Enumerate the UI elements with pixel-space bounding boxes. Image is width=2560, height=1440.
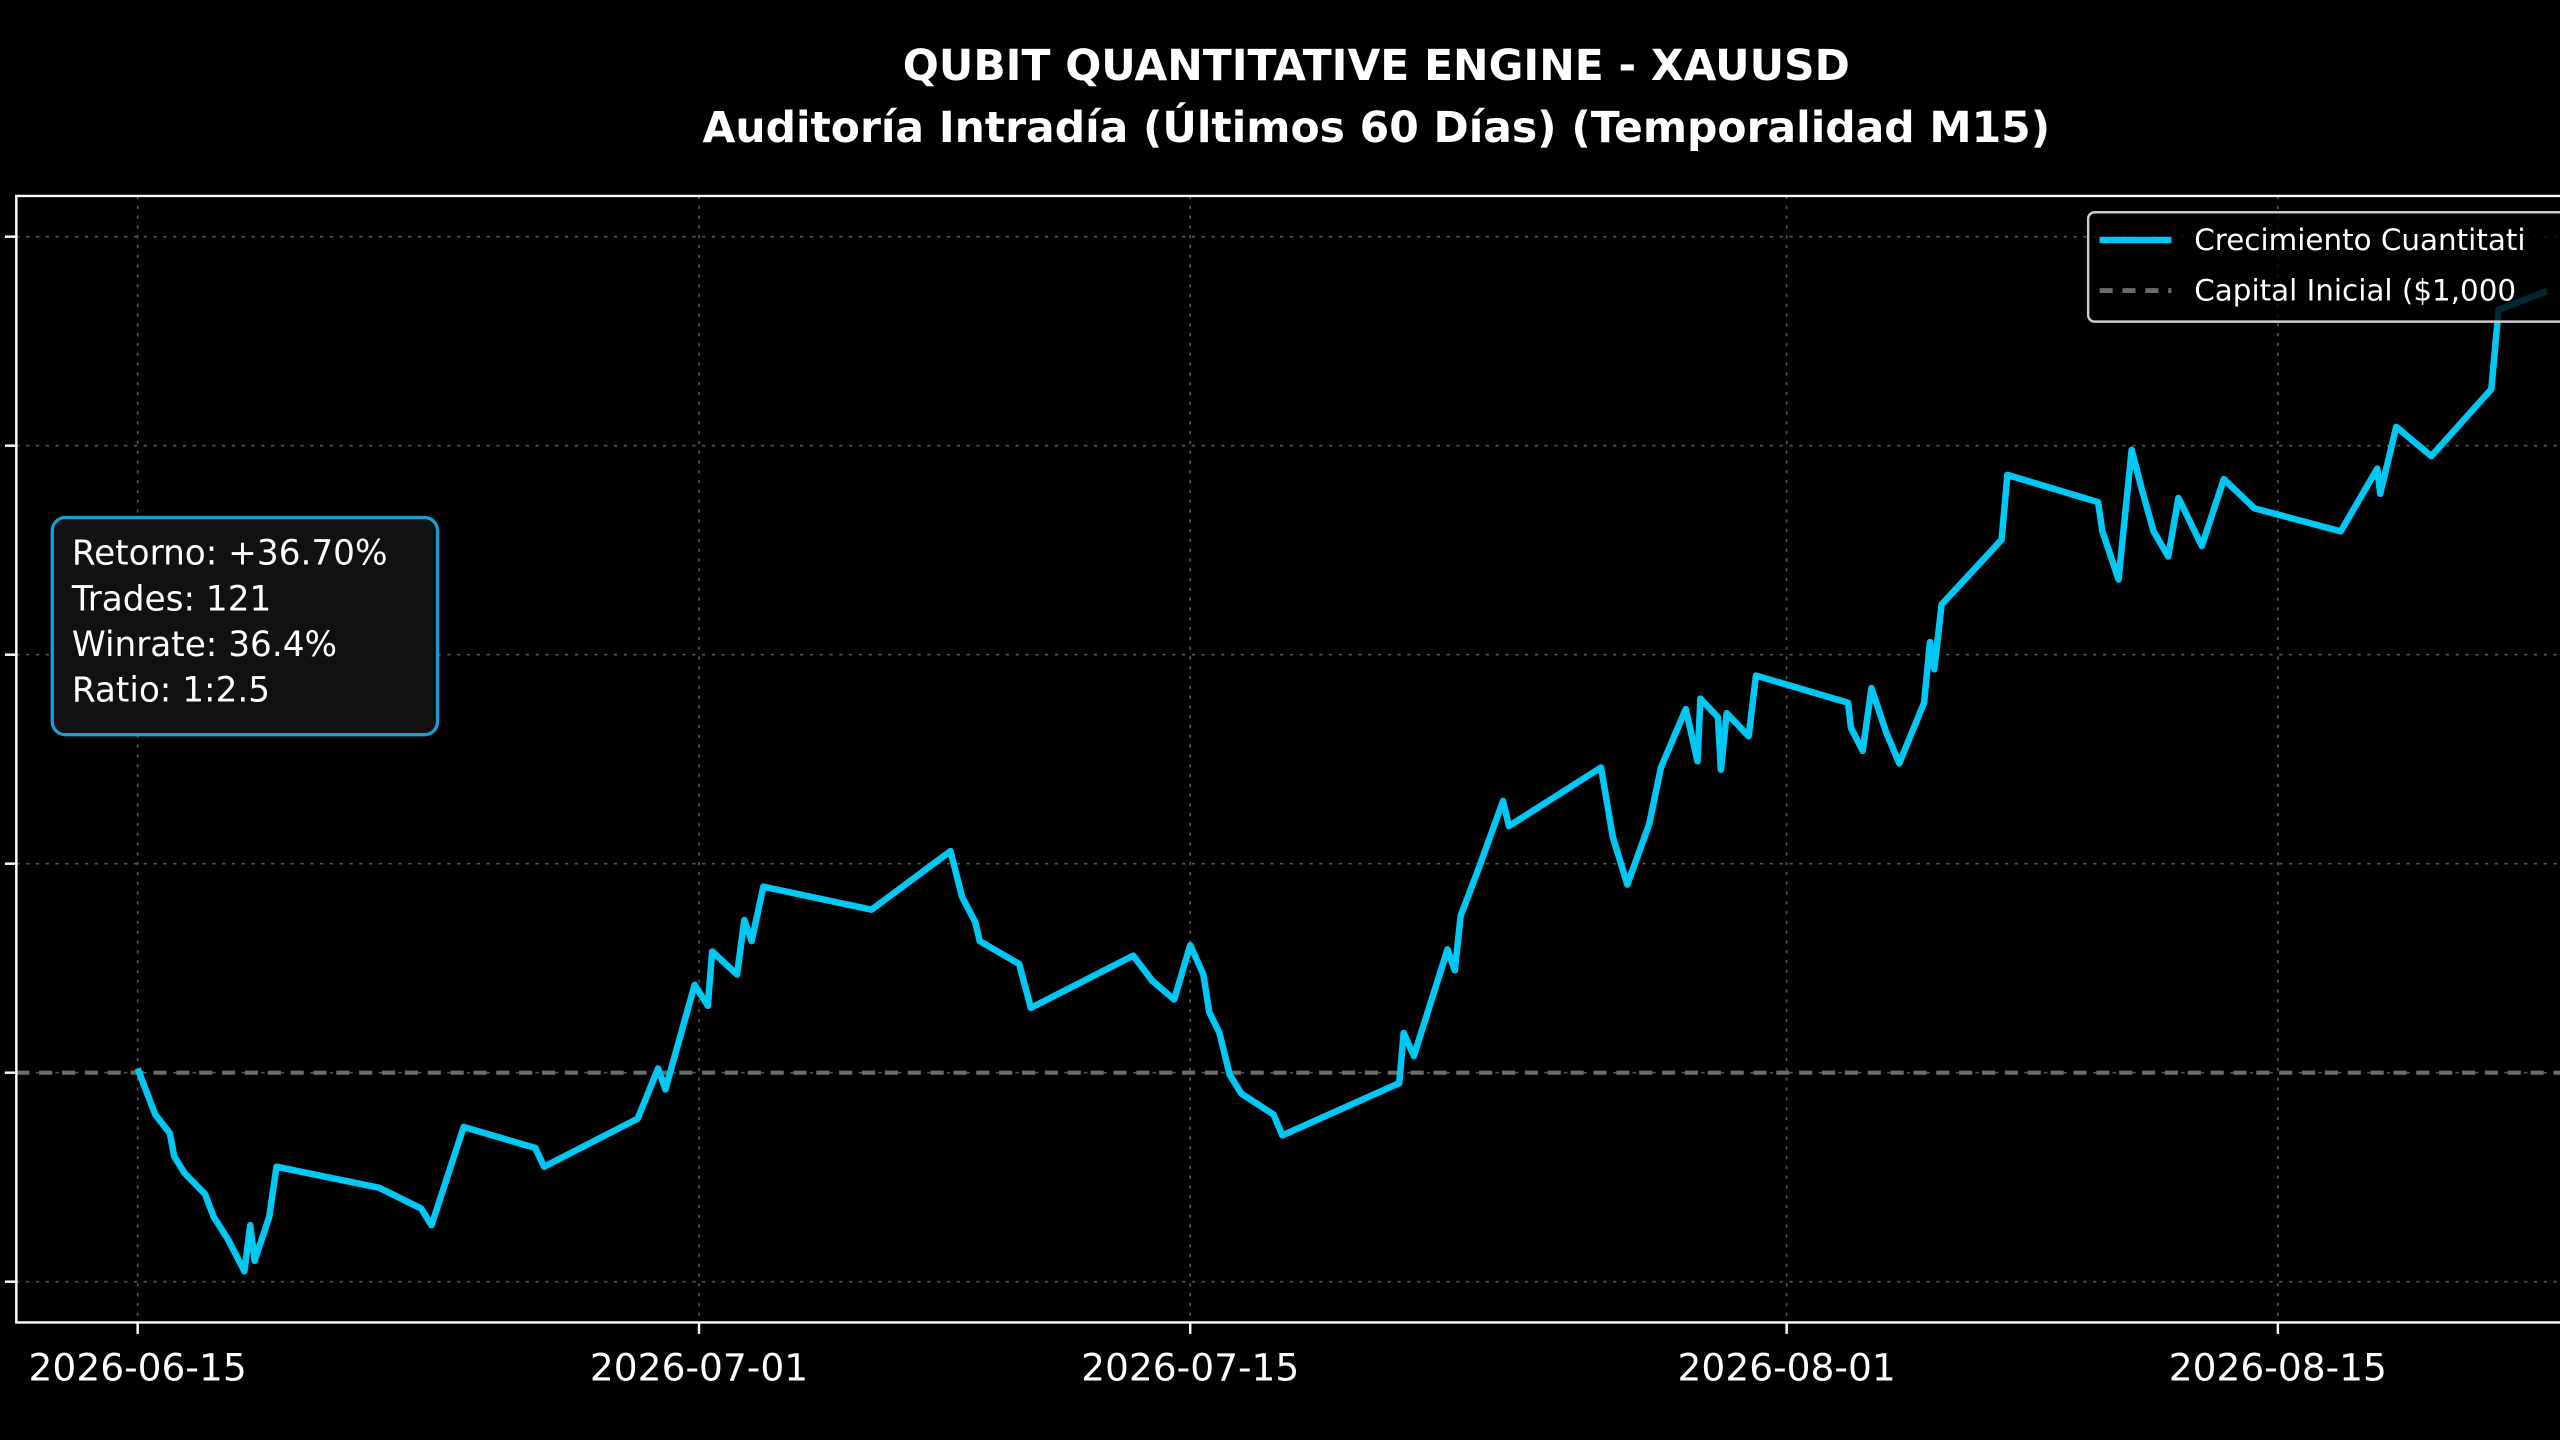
x-tick-label: 2026-08-15	[2169, 1345, 2387, 1389]
axes-frame	[15, 194, 2560, 1324]
annotation-line: Retorno: +36.70%	[72, 534, 388, 574]
stats-box: Retorno: +36.70% Trades: 121 Winrate: 36…	[50, 515, 440, 737]
annotation-box	[50, 515, 440, 737]
annotation-line: Winrate: 36.4%	[72, 625, 337, 665]
x-tick-label: 2026-06-15	[29, 1345, 247, 1389]
series-line	[134, 287, 2549, 1275]
x-tick-label: 2026-07-01	[590, 1345, 808, 1389]
chart-title: QUBIT QUANTITATIVE ENGINE - XAUUSD	[903, 42, 1850, 91]
chart-subtitle: Auditoría Intradía (Últimos 60 Días) (Te…	[703, 102, 2051, 153]
x-tick-label: 2026-08-01	[1678, 1345, 1896, 1389]
plot	[16, 287, 2560, 1275]
legend-label: Capital Inicial ($1,000	[2194, 274, 2516, 308]
annotation-line: Trades: 121	[71, 579, 272, 619]
x-tick-label: 2026-07-15	[1081, 1345, 1299, 1389]
legend-label: Crecimiento Cuantitati	[2194, 223, 2525, 257]
legend-box	[2086, 211, 2560, 323]
ticks: 2026-06-15 2026-07-01 2026-07-15 2026-08-01…	[4, 235, 2387, 1389]
annotation-line: Ratio: 1:2.5	[72, 671, 270, 711]
legend: Crecimiento Cuantitati Capital Inicial (…	[2086, 211, 2560, 323]
